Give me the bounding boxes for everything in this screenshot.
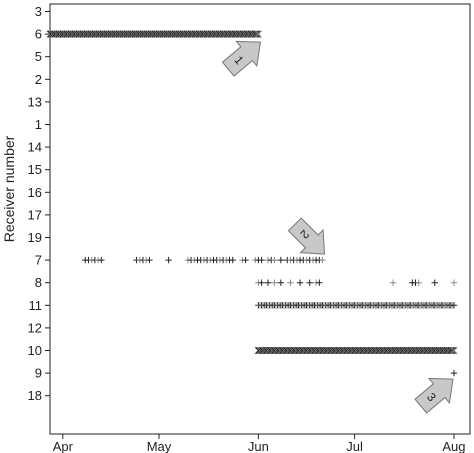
arrow-shape [414, 377, 454, 414]
detection-r7 [258, 256, 265, 264]
detection-r7 [271, 256, 278, 264]
detection-r8 [271, 279, 278, 286]
detection-r10 [448, 346, 456, 355]
detection-r8 [296, 279, 304, 286]
detection-r8 [415, 279, 422, 286]
detection-r8 [389, 279, 397, 286]
detection-r6 [253, 30, 261, 38]
detection-r10 [447, 346, 455, 355]
x-tick-label: Apr [53, 439, 74, 453]
annotation-arrow-1: 1 [221, 40, 261, 77]
y-tick-label: 5 [35, 49, 42, 64]
y-tick-label: 19 [28, 230, 42, 245]
detection-r7 [319, 256, 326, 264]
detection-r8 [450, 279, 458, 286]
y-tick-label: 15 [28, 162, 42, 177]
detection-r8 [316, 279, 323, 286]
detection-r7 [229, 256, 236, 264]
x-tick-label: Jun [248, 439, 269, 453]
detection-r6 [254, 30, 262, 38]
detection-r8 [287, 279, 294, 286]
detection-r10 [449, 346, 457, 355]
points-layer [46, 30, 458, 377]
annotations-layer: 1 2 3 [221, 40, 454, 414]
y-axis-title: Receiver number [1, 135, 17, 242]
detection-r10 [450, 346, 458, 355]
detection-r8 [264, 279, 272, 286]
y-tick-label: 1 [35, 117, 42, 132]
detection-r8 [431, 279, 438, 286]
detection-r8 [258, 279, 265, 286]
y-tick-label: 3 [35, 4, 42, 19]
detection-r8 [277, 279, 285, 286]
detection-r7 [277, 256, 285, 264]
detection-r6 [254, 30, 262, 38]
y-tick-label: 12 [28, 320, 42, 335]
annotation-arrow-3: 3 [414, 377, 454, 414]
y-tick-label: 9 [35, 366, 42, 381]
x-tick-label: Jul [346, 439, 363, 453]
detection-r10 [448, 346, 456, 355]
detection-r6 [252, 30, 260, 38]
y-tick-label: 6 [35, 27, 42, 42]
x-tick-label: May [147, 439, 172, 453]
y-tick-label: 11 [29, 298, 43, 313]
y-tick-label: 7 [35, 253, 42, 268]
detection-r6 [251, 30, 259, 38]
detection-r8 [306, 279, 313, 286]
detection-r9 [450, 369, 458, 377]
y-tick-label: 14 [28, 140, 42, 155]
detection-r7 [146, 256, 153, 264]
detection-r7 [98, 256, 105, 264]
y-tick-label: 10 [28, 343, 42, 358]
plot-frame [49, 3, 471, 435]
y-tick-label: 17 [28, 207, 42, 222]
arrow-shape [287, 217, 326, 255]
y-tick-label: 2 [35, 72, 42, 87]
annotation-arrow-2: 2 [287, 217, 326, 255]
detection-r7 [242, 256, 249, 264]
detection-r7 [165, 256, 172, 264]
x-tick-label: Aug [442, 439, 465, 453]
y-tick-label: 16 [28, 185, 42, 200]
y-tick-label: 18 [28, 388, 42, 403]
detection-r11 [450, 302, 458, 309]
y-tick-label: 8 [35, 275, 42, 290]
y-tick-label: 13 [28, 94, 42, 109]
arrow-shape [221, 40, 261, 77]
